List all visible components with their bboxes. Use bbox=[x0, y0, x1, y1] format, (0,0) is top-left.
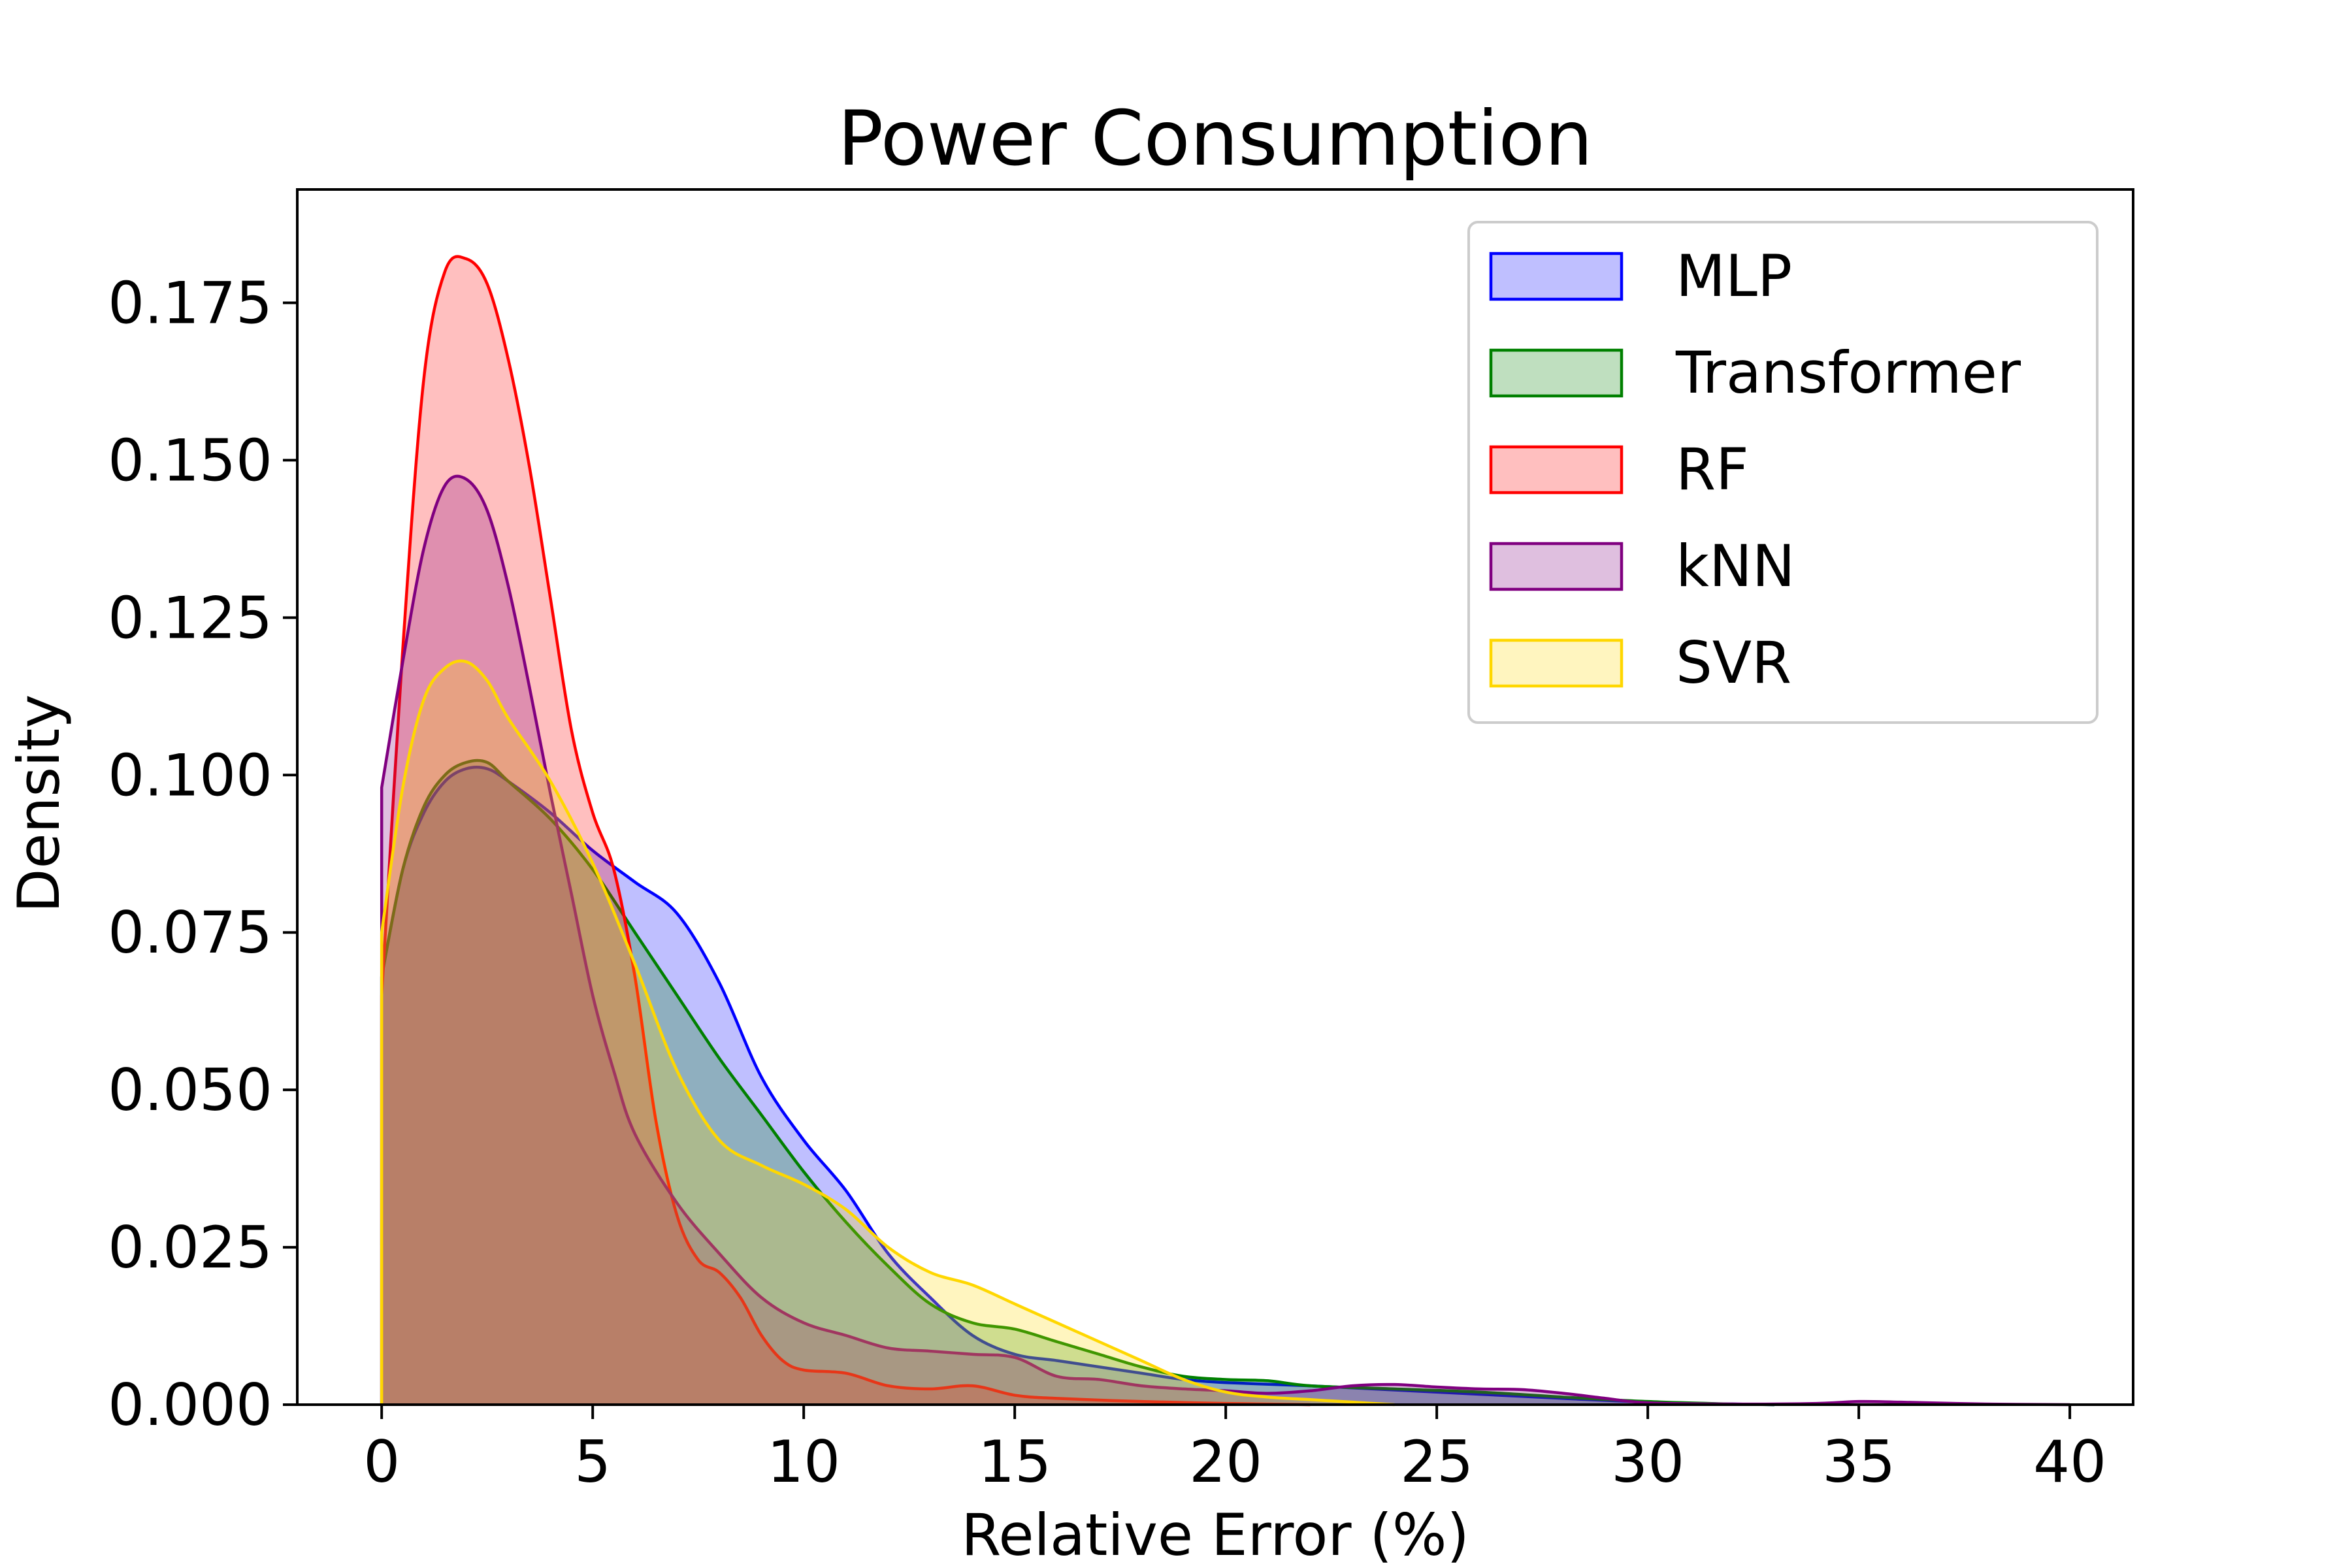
legend-item-mlp: MLP bbox=[1489, 242, 1792, 310]
legend-items: MLP Transformer RF kNN SVR bbox=[1489, 242, 2021, 696]
y-tick-label: 0.075 bbox=[108, 899, 272, 966]
x-tick-label: 25 bbox=[1400, 1428, 1473, 1495]
legend-swatch-transformer bbox=[1489, 348, 1624, 398]
legend-item-transformer: Transformer bbox=[1489, 339, 2021, 406]
series-rf-area bbox=[382, 256, 1311, 1405]
x-tick-label: 30 bbox=[1611, 1428, 1684, 1495]
x-tick-label: 40 bbox=[2033, 1428, 2106, 1495]
y-tick-label: 0.025 bbox=[108, 1214, 272, 1281]
x-tick-label: 10 bbox=[767, 1428, 840, 1495]
legend-swatch-rf bbox=[1489, 445, 1624, 495]
legend-item-svr: SVR bbox=[1489, 629, 1791, 696]
x-tick-label: 15 bbox=[978, 1428, 1051, 1495]
x-tick-label: 20 bbox=[1189, 1428, 1262, 1495]
legend-item-rf: RF bbox=[1489, 436, 1749, 503]
y-tick-label: 0.100 bbox=[108, 742, 272, 809]
legend: MLP Transformer RF kNN SVR bbox=[1467, 221, 2099, 724]
x-axis: 0 5 10 15 20 25 30 35 40 bbox=[363, 1405, 2106, 1495]
x-tick-label: 5 bbox=[574, 1428, 611, 1495]
y-tick-label: 0.125 bbox=[108, 584, 272, 651]
series-svr-line bbox=[380, 659, 1395, 1407]
legend-label-rf: RF bbox=[1676, 436, 1749, 503]
legend-frame bbox=[1467, 221, 2099, 724]
series-svr bbox=[380, 659, 1395, 1407]
x-axis-label: Relative Error (%) bbox=[961, 1501, 1469, 1568]
plot-area-frame bbox=[296, 188, 2134, 1406]
series-rf-line bbox=[380, 255, 1311, 1407]
y-axis: 0.000 0.025 0.050 0.075 0.100 0.125 0.150 0.175 bbox=[108, 269, 297, 1439]
legend-swatch-svr bbox=[1489, 638, 1624, 688]
y-tick-label: 0.150 bbox=[108, 427, 272, 494]
x-tick-label: 0 bbox=[363, 1428, 400, 1495]
series-knn-line bbox=[380, 474, 2070, 1407]
legend-swatch-knn bbox=[1489, 542, 1624, 591]
y-tick-label: 0.050 bbox=[108, 1056, 272, 1124]
series-transformer bbox=[380, 759, 1774, 1407]
legend-swatch-mlp bbox=[1489, 252, 1624, 301]
series-knn bbox=[380, 474, 2070, 1407]
legend-label-mlp: MLP bbox=[1676, 242, 1792, 310]
density-series-group bbox=[380, 255, 2070, 1407]
y-tick-label: 0.175 bbox=[108, 269, 272, 336]
y-axis-label: Density bbox=[5, 694, 73, 913]
series-rf bbox=[380, 255, 1311, 1407]
legend-item-knn: kNN bbox=[1489, 532, 1795, 600]
chart-title: Power Consumption bbox=[838, 95, 1593, 183]
y-tick-label: 0.000 bbox=[108, 1371, 272, 1439]
legend-label-svr: SVR bbox=[1676, 629, 1791, 696]
legend-label-knn: kNN bbox=[1676, 532, 1795, 600]
series-svr-area bbox=[382, 661, 1395, 1405]
series-transformer-line bbox=[380, 759, 1774, 1407]
series-mlp-area bbox=[382, 767, 1774, 1405]
series-transformer-area bbox=[382, 760, 1774, 1405]
legend-label-transformer: Transformer bbox=[1675, 339, 2021, 406]
x-tick-label: 35 bbox=[1822, 1428, 1895, 1495]
series-knn-area bbox=[382, 476, 2070, 1405]
